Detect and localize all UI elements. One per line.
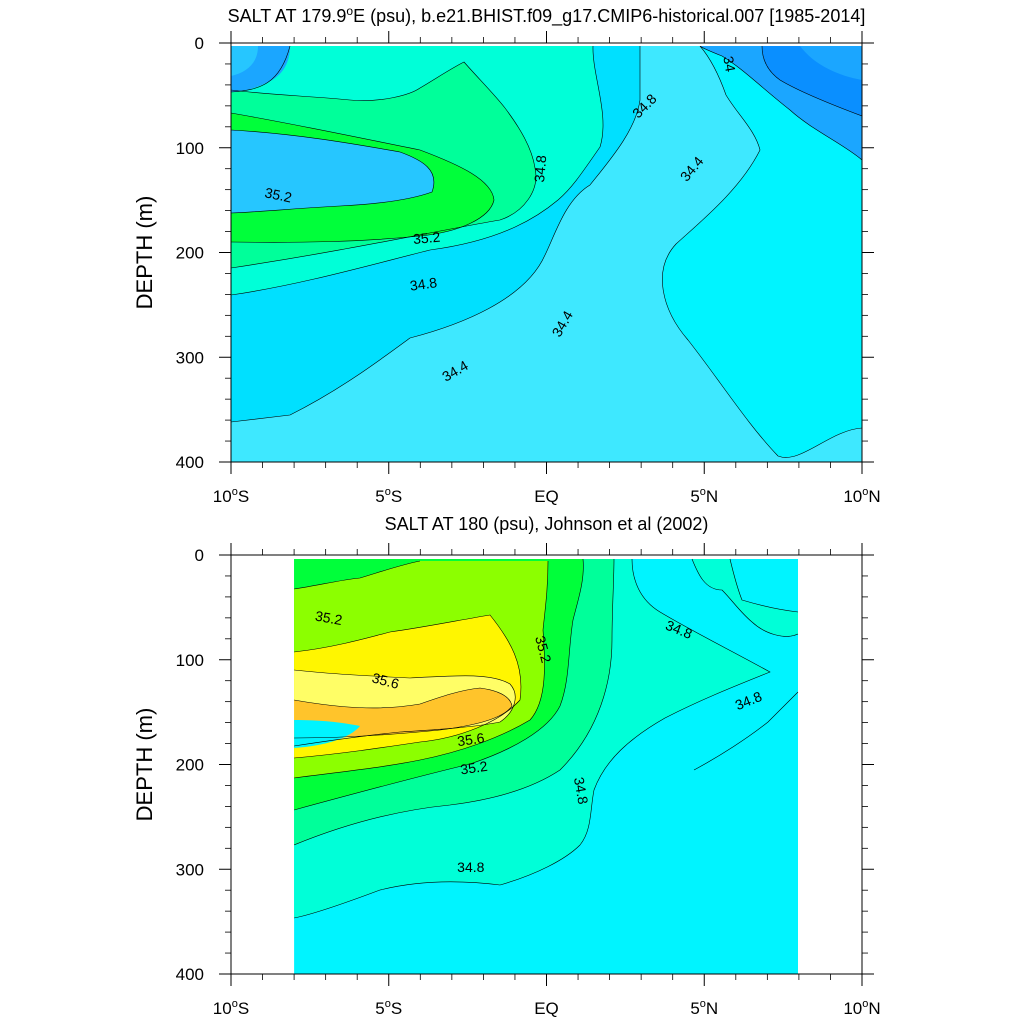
contour-label-text: 35.2 <box>459 758 488 778</box>
contour-label-text: 35.2 <box>314 608 344 629</box>
y-tick-label: 400 <box>176 453 204 472</box>
contour-label-text: 35.6 <box>370 669 401 692</box>
x-tick-label: EQ <box>534 999 559 1018</box>
x-tick-label: 5oN <box>690 998 718 1018</box>
contour-lines <box>231 46 862 458</box>
x-tick-label: 10oS <box>213 486 249 506</box>
contour-line <box>231 61 537 269</box>
contour-label-text: 34.8 <box>409 274 438 294</box>
contour-label: 34.8 <box>457 859 484 875</box>
contour-line <box>294 669 516 747</box>
panel-2: 35.235.635.635.235.234.834.834.834.80100… <box>132 514 881 1018</box>
contour-lines <box>294 558 799 919</box>
contour-label-text: 34.8 <box>531 154 549 183</box>
contour-line <box>294 560 549 779</box>
contour-label-text: 35.2 <box>412 229 441 247</box>
x-tick-label: 10oN <box>843 998 880 1018</box>
contour-line <box>693 691 799 771</box>
contour-label: 35.2 <box>532 634 555 665</box>
contour-label: 34.8 <box>531 154 549 183</box>
contour-line <box>761 46 862 117</box>
contour-label: 34 <box>720 55 738 73</box>
y-tick-label: 0 <box>195 34 204 53</box>
contour-line <box>699 46 862 161</box>
contour-line <box>231 129 435 214</box>
contour-band <box>730 559 798 612</box>
contour-band <box>294 720 360 748</box>
contour-label: 35.6 <box>370 669 401 692</box>
x-tick-label: 5oS <box>375 486 402 506</box>
y-tick-label: 200 <box>176 756 204 775</box>
contour-line <box>231 46 641 423</box>
y-tick-label: 400 <box>176 965 204 984</box>
contour-line <box>231 112 495 243</box>
contour-label: 35.2 <box>412 229 441 247</box>
x-tick-label: 5oS <box>375 998 402 1018</box>
y-tick-label: 100 <box>176 139 204 158</box>
contour-line <box>294 558 771 919</box>
contour-line <box>729 558 799 613</box>
contour-fill <box>231 46 862 462</box>
contour-label-text: 35.6 <box>456 730 485 750</box>
contour-label: 35.2 <box>314 608 344 629</box>
contour-band <box>800 46 862 80</box>
x-tick-label: 5oN <box>690 486 718 506</box>
contour-line <box>662 46 862 458</box>
panel-1: 34.835.235.234.834.834.434.434.434010020… <box>132 4 881 506</box>
y-tick-label: 0 <box>195 546 204 565</box>
contour-label-text: 34 <box>720 55 738 73</box>
contour-line <box>231 46 604 296</box>
contour-label-text: 35.2 <box>263 184 293 205</box>
contour-label-text: 34.8 <box>571 776 592 806</box>
chart-title: SALT AT 179.9oE (psu), b.e21.BHIST.f09_g… <box>228 4 866 27</box>
contour-fill <box>294 559 798 974</box>
contour-band <box>231 130 434 213</box>
contour-label: 34.8 <box>409 274 438 294</box>
y-axis-label: DEPTH (m) <box>132 708 157 822</box>
contour-label: 35.2 <box>263 184 293 205</box>
contour-label-text: 35.2 <box>532 634 555 665</box>
y-tick-label: 300 <box>176 860 204 879</box>
contour-line <box>294 558 615 846</box>
contour-label: 35.6 <box>456 730 485 750</box>
contour-line <box>294 614 522 759</box>
x-tick-label: 10oS <box>213 998 249 1018</box>
contour-line <box>691 558 799 637</box>
y-tick-label: 300 <box>176 348 204 367</box>
x-tick-label: EQ <box>534 487 559 506</box>
y-axis-label: DEPTH (m) <box>132 196 157 310</box>
y-tick-label: 200 <box>176 244 204 263</box>
contour-label: 35.2 <box>459 758 488 778</box>
x-tick-label: 10oN <box>843 486 880 506</box>
contour-line <box>294 687 513 739</box>
contour-band <box>694 692 798 792</box>
contour-line <box>294 558 584 811</box>
contour-label-text: 34.8 <box>457 859 484 875</box>
chart-title: SALT AT 180 (psu), Johnson et al (2002) <box>385 514 709 534</box>
contour-label: 34.8 <box>571 776 592 806</box>
contour-band <box>231 46 258 76</box>
y-tick-label: 100 <box>176 651 204 670</box>
contour-line <box>294 560 421 590</box>
